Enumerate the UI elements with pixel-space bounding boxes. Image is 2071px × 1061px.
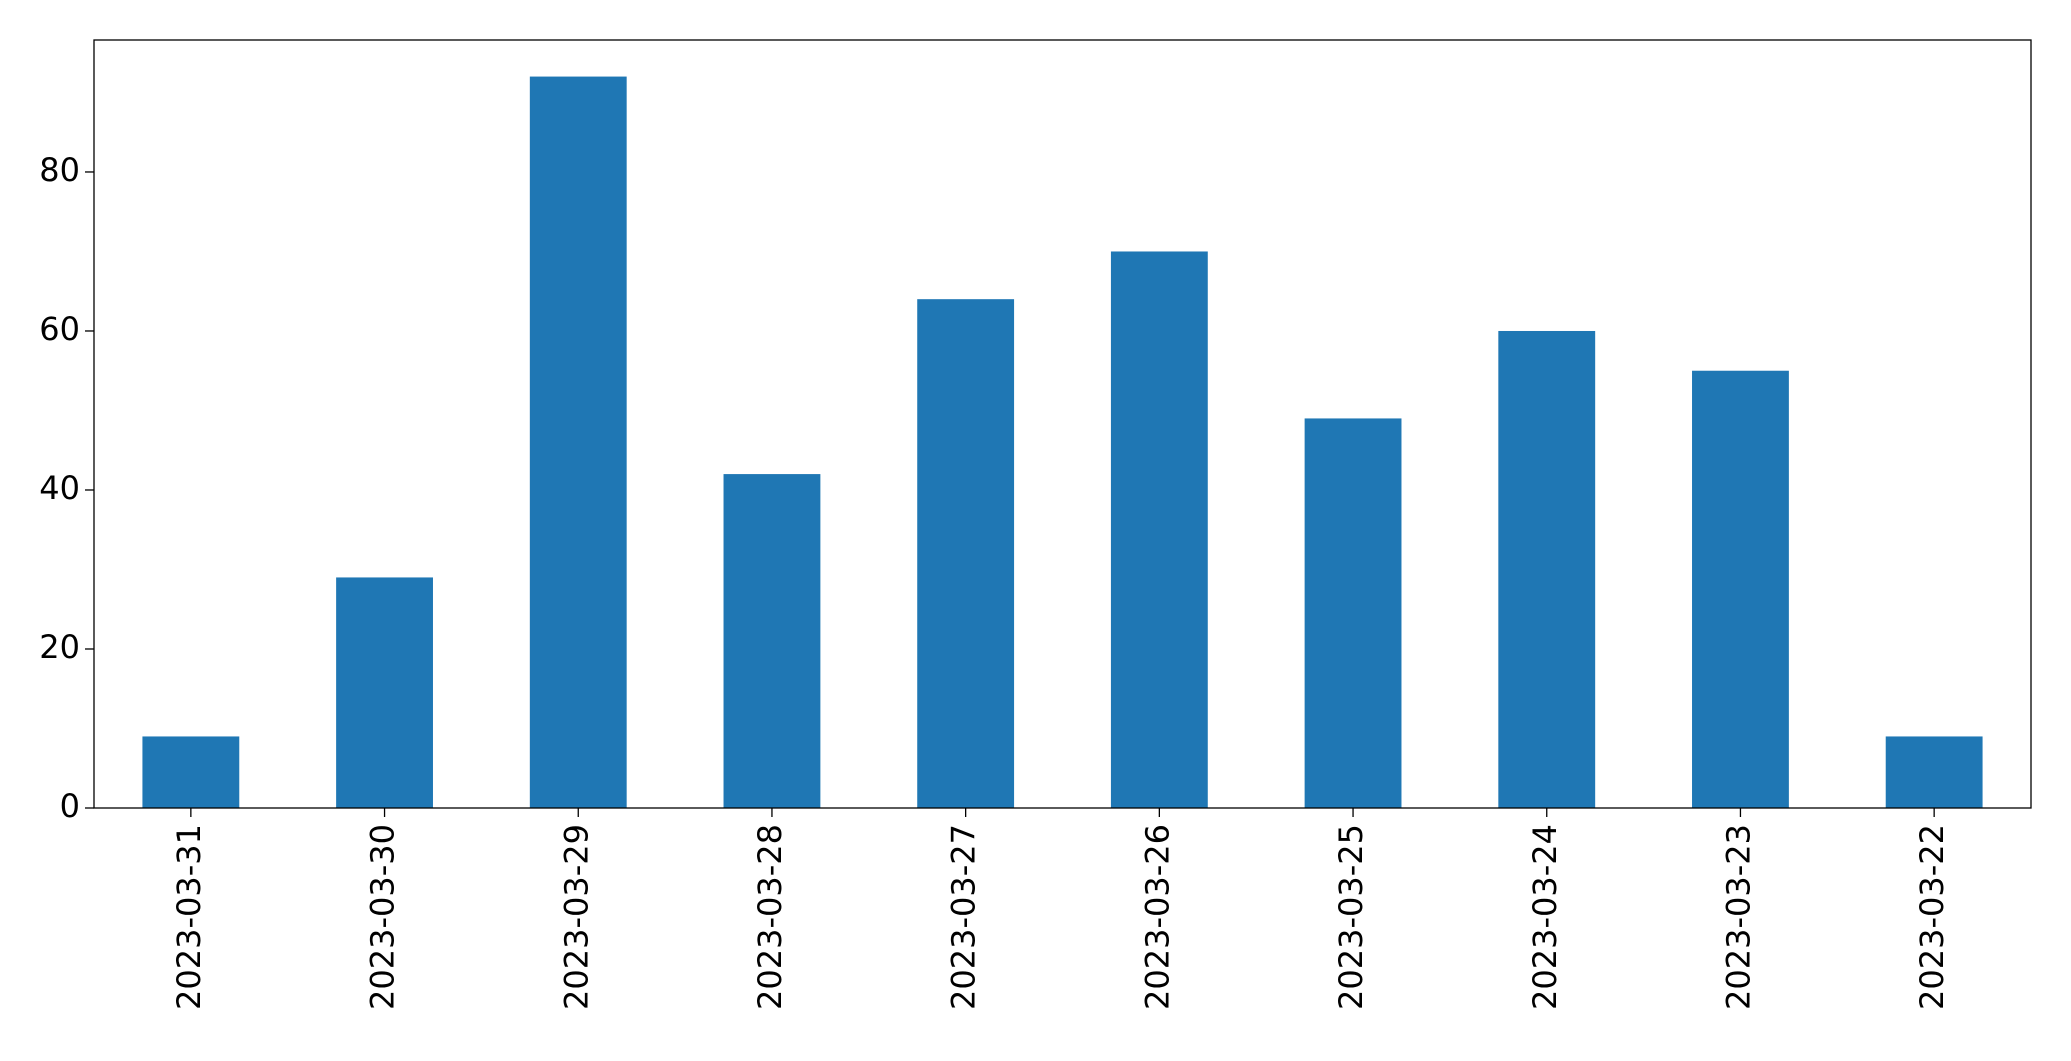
x-tick-label: 2023-03-26 [1138, 824, 1176, 1010]
plot-frame [93, 39, 2032, 809]
x-tick-label: 2023-03-28 [751, 824, 789, 1010]
x-tick-label: 2023-03-25 [1332, 824, 1370, 1010]
bar [1885, 736, 1983, 808]
x-tick-label: 2023-03-22 [1913, 824, 1951, 1010]
y-tick-label: 0 [60, 787, 80, 825]
bar [1110, 251, 1208, 808]
x-tick-label: 2023-03-23 [1719, 824, 1757, 1010]
bar [142, 736, 240, 808]
bar [723, 474, 821, 808]
bar [1498, 330, 1596, 808]
x-tick-label: 2023-03-31 [170, 824, 208, 1010]
bar [1692, 370, 1789, 808]
y-tick-label: 20 [39, 628, 80, 666]
y-tick-label: 80 [39, 151, 80, 189]
x-tick-label: 2023-03-24 [1526, 824, 1564, 1010]
bar [917, 299, 1015, 808]
y-tick-label: 40 [39, 469, 80, 507]
x-tick-label: 2023-03-29 [557, 824, 595, 1010]
bar [336, 577, 433, 808]
x-tick-label: 2023-03-30 [364, 824, 402, 1010]
y-tick-label: 60 [39, 310, 80, 348]
bar [529, 76, 627, 809]
x-tick-label: 2023-03-27 [945, 824, 983, 1010]
bar [1304, 418, 1402, 808]
